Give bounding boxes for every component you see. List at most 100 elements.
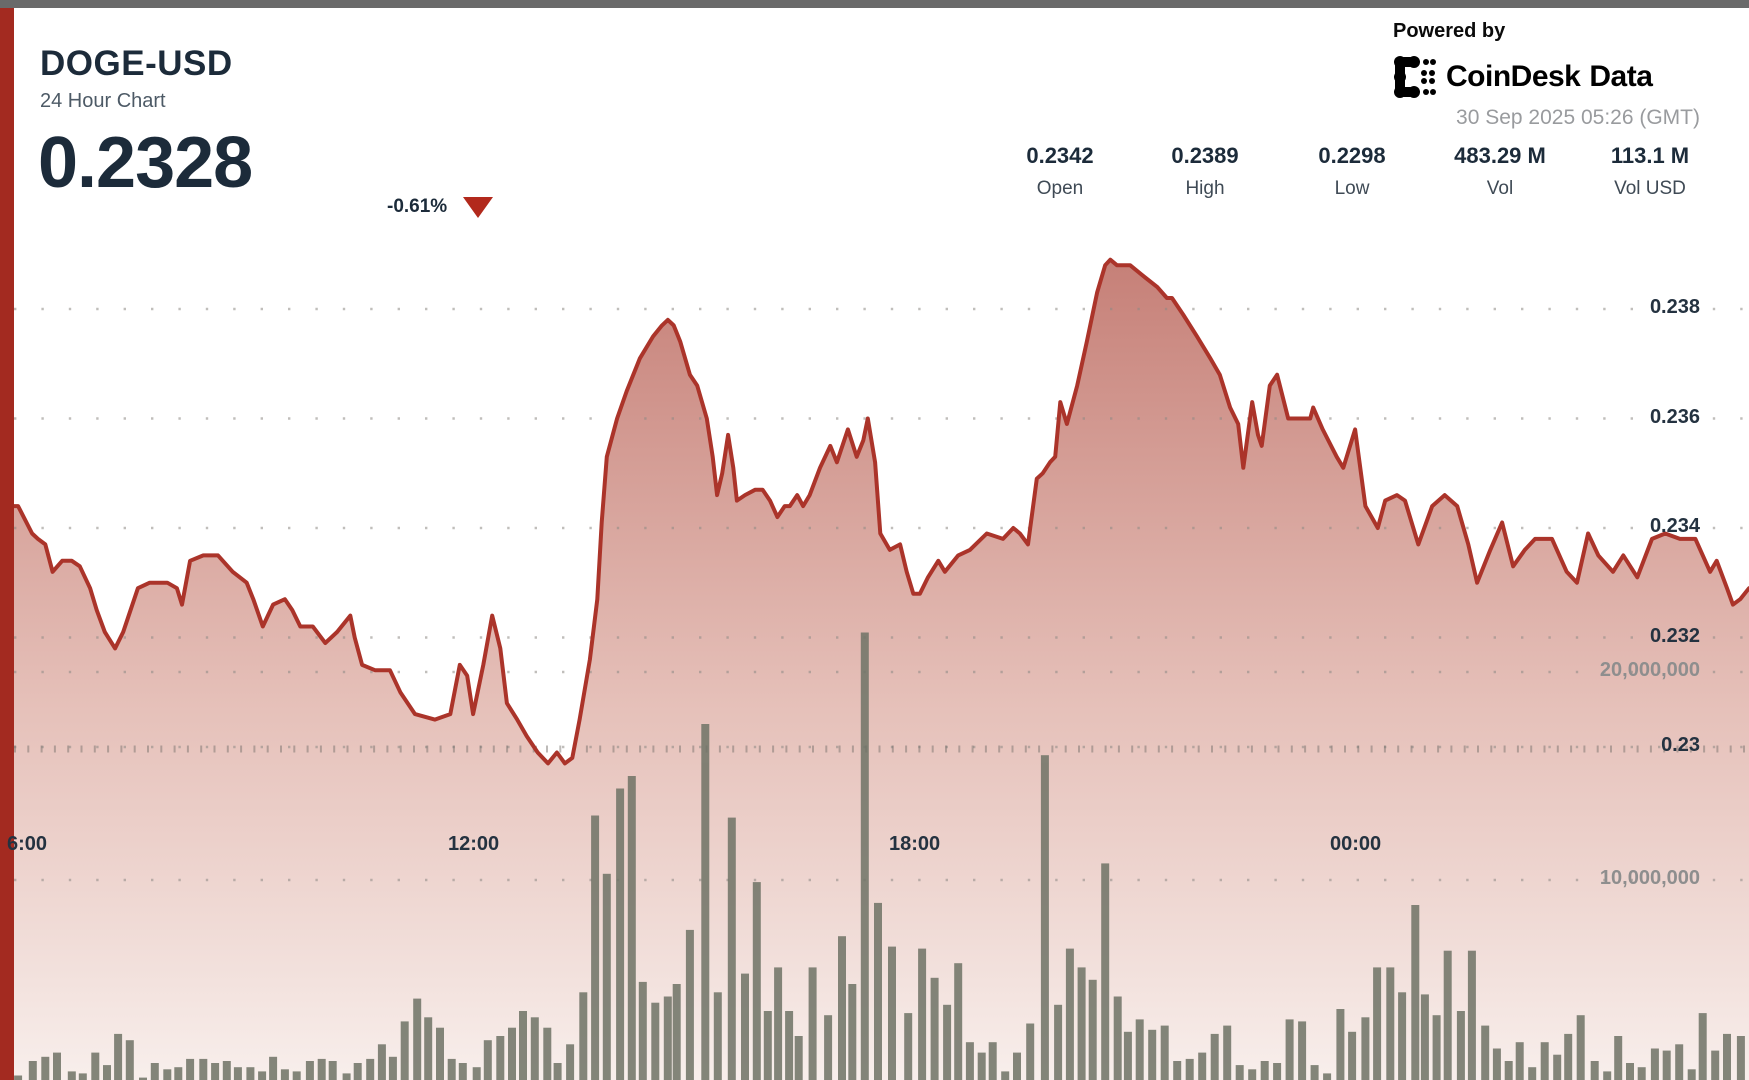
- stat-open: 0.2342 Open: [980, 143, 1140, 200]
- volume-bar: [918, 948, 927, 1080]
- volume-bar: [553, 1063, 562, 1080]
- x-axis-time-label: 12:00: [448, 833, 500, 855]
- volume-bar: [280, 1069, 289, 1080]
- volume-bar: [14, 1075, 23, 1080]
- volume-bar: [824, 1015, 833, 1080]
- volume-bar: [752, 882, 761, 1080]
- volume-bar: [1698, 1013, 1707, 1080]
- volume-bar: [400, 1021, 409, 1080]
- volume-bar: [1723, 1033, 1731, 1080]
- volume-bar: [41, 1056, 50, 1080]
- pair-title: DOGE-USD: [40, 44, 233, 83]
- y-axis-volume-label: 10,000,000: [1599, 867, 1700, 889]
- volume-bar: [1361, 1017, 1370, 1080]
- volume-bar: [222, 1061, 231, 1080]
- volume-bar: [78, 1073, 87, 1080]
- volume-bar: [860, 632, 869, 1080]
- stat-open-label: Open: [1036, 178, 1084, 199]
- volume-bar: [103, 1065, 111, 1080]
- volume-bar: [1467, 950, 1476, 1080]
- volume-bar: [977, 1052, 986, 1080]
- volume-bar: [1540, 1042, 1549, 1080]
- stat-low-label: Low: [1334, 178, 1370, 199]
- volume-bar: [543, 1027, 552, 1080]
- volume-bar: [447, 1058, 456, 1080]
- powered-by-label: Powered by: [1393, 20, 1506, 42]
- volume-bar: [139, 1077, 147, 1080]
- volume-bar: [508, 1027, 516, 1080]
- volume-bar: [1065, 948, 1074, 1080]
- volume-bar: [1148, 1029, 1157, 1080]
- volume-bar: [848, 984, 857, 1080]
- volume-bar: [1662, 1050, 1671, 1080]
- volume-bar: [353, 1063, 362, 1080]
- volume-bar: [1626, 1063, 1634, 1080]
- volume-bar: [701, 724, 710, 1080]
- volume-bar: [472, 1067, 481, 1080]
- stat-volume-usd-value: 113.1 M: [1610, 143, 1690, 168]
- volume-bar: [838, 936, 846, 1080]
- volume-bar: [163, 1069, 172, 1080]
- volume-bar: [1553, 1054, 1562, 1080]
- x-axis-time-label: 00:00: [1330, 833, 1382, 855]
- volume-bar: [1273, 1063, 1282, 1080]
- volume-bar: [328, 1061, 337, 1080]
- volume-bar: [292, 1071, 301, 1080]
- volume-bar: [1420, 994, 1429, 1080]
- volume-bar: [1432, 1015, 1441, 1080]
- volume-bar: [988, 1042, 997, 1080]
- volume-bar: [1711, 1050, 1720, 1080]
- volume-bar: [436, 1027, 444, 1080]
- y-axis-price-label: 0.236: [1649, 405, 1700, 428]
- volume-bar: [627, 776, 636, 1080]
- chart-subtitle: 24 Hour Chart: [40, 90, 166, 112]
- volume-bar: [1235, 1065, 1244, 1080]
- volume-bar: [713, 992, 722, 1080]
- coindesk-logo-icon: [1394, 56, 1436, 98]
- volume-bars: [14, 632, 1745, 1080]
- volume-bar: [1504, 1061, 1513, 1080]
- stat-high-label: High: [1185, 178, 1225, 199]
- stat-high: 0.2389 High: [1125, 143, 1285, 200]
- top-accent-bar: [0, 0, 1749, 8]
- volume-bar: [150, 1063, 159, 1080]
- volume-bar: [727, 817, 736, 1080]
- volume-bar: [496, 1036, 505, 1080]
- volume-bar: [1736, 1036, 1745, 1080]
- volume-bar: [1323, 1073, 1332, 1080]
- volume-bar: [672, 984, 681, 1080]
- logo-word-coindesk: CoinDesk: [1446, 60, 1581, 93]
- volume-bar: [616, 788, 625, 1080]
- coindesk-logo[interactable]: CoinDesk Data: [1393, 54, 1653, 100]
- volume-bar: [1675, 1044, 1684, 1080]
- price-down-triangle-icon: [463, 196, 494, 218]
- stat-volume-value: 483.29 M: [1454, 143, 1546, 168]
- volume-bar: [413, 998, 422, 1080]
- volume-bar: [91, 1052, 100, 1080]
- x-axis-time-label: 18:00: [889, 833, 941, 855]
- volume-bar: [1528, 1067, 1537, 1080]
- volume-bar: [125, 1040, 134, 1080]
- volume-bar: [1198, 1052, 1207, 1080]
- y-axis-price-label: 0.234: [1649, 515, 1700, 537]
- volume-bar: [1285, 1019, 1294, 1080]
- volume-bar: [1040, 755, 1049, 1080]
- volume-bar: [1348, 1031, 1357, 1080]
- volume-bar: [1160, 1025, 1169, 1080]
- logo-word-data: Data: [1589, 60, 1653, 93]
- volume-bar: [530, 1017, 539, 1080]
- volume-bar: [1298, 1021, 1307, 1080]
- stat-low: 0.2298 Low: [1272, 143, 1432, 200]
- volume-bar: [954, 963, 963, 1080]
- stat-volume: 483.29 M Vol: [1420, 143, 1580, 200]
- volume-bar: [1492, 1048, 1501, 1080]
- current-price: 0.2328: [38, 123, 253, 203]
- volume-bar: [566, 1044, 575, 1080]
- volume-bar: [342, 1073, 351, 1080]
- volume-bar: [1650, 1048, 1659, 1080]
- volume-bar: [638, 981, 647, 1080]
- volume-bar: [1260, 1061, 1269, 1080]
- volume-bar: [1077, 967, 1086, 1080]
